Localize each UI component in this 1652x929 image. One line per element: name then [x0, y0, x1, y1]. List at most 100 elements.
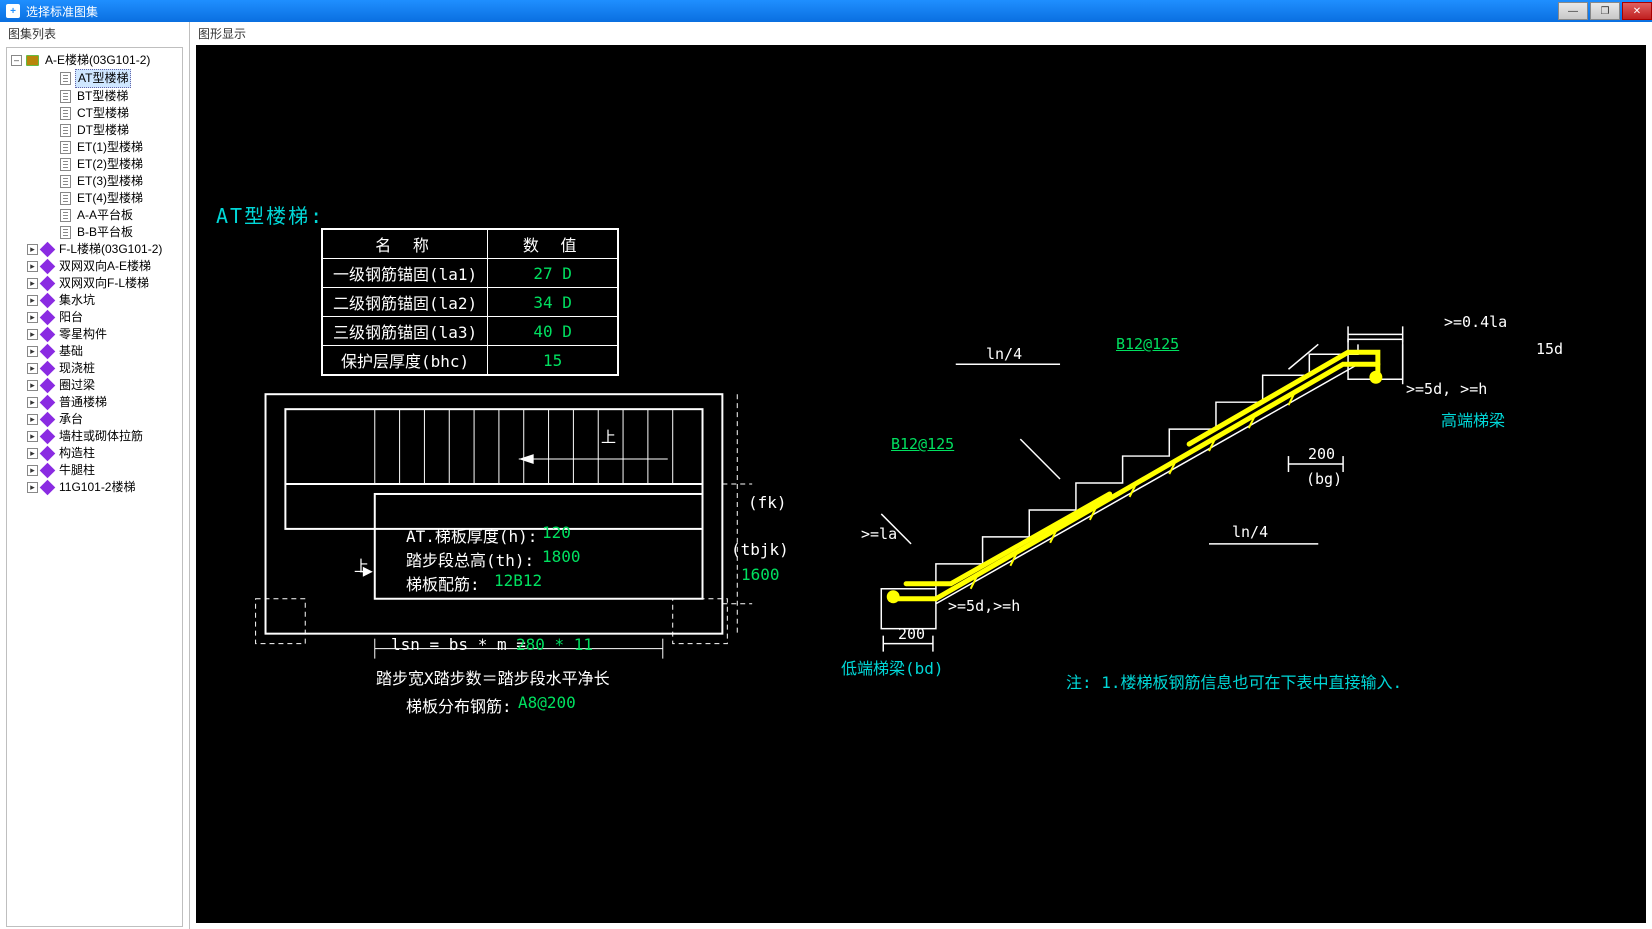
tree-spacer: [45, 142, 56, 153]
tree-item[interactable]: ▸ 圈过梁: [9, 377, 180, 394]
tree-item[interactable]: CT型楼梯: [9, 105, 180, 122]
diamond-icon: [40, 429, 56, 445]
tree-item-label: ET(4)型楼梯: [75, 190, 145, 207]
tree-spacer: [45, 73, 56, 84]
expand-icon[interactable]: ▸: [27, 346, 38, 357]
tree-item[interactable]: ▸ 集水坑: [9, 292, 180, 309]
tree-item-label: 普通楼梯: [57, 394, 109, 411]
tree-item[interactable]: AT型楼梯: [9, 69, 180, 88]
page-icon: [60, 226, 71, 239]
tree-item[interactable]: –A-E楼梯(03G101-2): [9, 52, 180, 69]
tree-item-label: 圈过梁: [57, 377, 97, 394]
plan-tbjk: (tbjk): [731, 540, 789, 559]
sec-b12l: B12@125: [891, 435, 954, 453]
minimize-button[interactable]: —: [1558, 2, 1588, 20]
tree-item-label: 双网双向A-E楼梯: [57, 258, 153, 275]
expand-icon[interactable]: ▸: [27, 363, 38, 374]
tree-item[interactable]: ▸ 现浇桩: [9, 360, 180, 377]
sec-ln4l: ln/4: [986, 345, 1022, 363]
expand-icon[interactable]: ▸: [27, 261, 38, 272]
tree-item[interactable]: ▸11G101-2楼梯: [9, 479, 180, 496]
close-button[interactable]: ✕: [1622, 2, 1652, 20]
sec-ldim: >=5d,>=h: [948, 597, 1020, 615]
tree-item-label: ET(3)型楼梯: [75, 173, 145, 190]
sec-ln4r: ln/4: [1232, 523, 1268, 541]
plan-up-label-1: 上: [601, 426, 616, 447]
diamond-icon: [40, 463, 56, 479]
diamond-icon: [40, 242, 56, 258]
tree-item[interactable]: ▸双网双向F-L楼梯: [9, 275, 180, 292]
window-title: 选择标准图集: [26, 3, 98, 20]
tree-view[interactable]: –A-E楼梯(03G101-2)AT型楼梯BT型楼梯CT型楼梯DT型楼梯ET(1…: [6, 47, 183, 927]
diamond-icon: [40, 344, 56, 360]
page-icon: [60, 158, 71, 171]
tree-item[interactable]: BT型楼梯: [9, 88, 180, 105]
expand-icon[interactable]: ▸: [27, 295, 38, 306]
plan-lsn-value: 280 * 11: [516, 635, 593, 654]
expand-icon[interactable]: ▸: [27, 448, 38, 459]
tree-item-label: A-A平台板: [75, 207, 135, 224]
tree-spacer: [45, 193, 56, 204]
page-icon: [60, 141, 71, 154]
tree-item[interactable]: ▸阳台: [9, 309, 180, 326]
tree-item-label: 现浇桩: [57, 360, 97, 377]
tree-item[interactable]: ▸ 基础: [9, 343, 180, 360]
collapse-icon[interactable]: –: [11, 55, 22, 66]
sidebar: 图集列表 –A-E楼梯(03G101-2)AT型楼梯BT型楼梯CT型楼梯DT型楼…: [0, 22, 190, 929]
plan-dist-label: 梯板分布钢筋:: [406, 693, 512, 717]
tree-item[interactable]: A-A平台板: [9, 207, 180, 224]
tree-item[interactable]: ▸ 牛腿柱: [9, 462, 180, 479]
tree-item[interactable]: ET(3)型楼梯: [9, 173, 180, 190]
cad-svg: [196, 45, 1646, 923]
tree-item[interactable]: ET(1)型楼梯: [9, 139, 180, 156]
plan-lsn-label: lsn = bs * m =: [391, 635, 526, 654]
sec-rdim: >=5d, >=h: [1406, 380, 1487, 398]
plan-th-label: 踏步段总高(th):: [406, 547, 534, 571]
expand-icon[interactable]: ▸: [27, 329, 38, 340]
expand-icon[interactable]: ▸: [27, 465, 38, 476]
diamond-icon: [40, 446, 56, 462]
tree-item[interactable]: ▸ 双网双向A-E楼梯: [9, 258, 180, 275]
sec-200r: 200: [1308, 445, 1335, 463]
tree-item-label: 牛腿柱: [57, 462, 97, 479]
expand-icon[interactable]: ▸: [27, 482, 38, 493]
diamond-icon: [40, 480, 56, 496]
tree-item[interactable]: ▸ 承台: [9, 411, 180, 428]
tree-spacer: [45, 108, 56, 119]
tree-item[interactable]: DT型楼梯: [9, 122, 180, 139]
plan-dist-value: A8@200: [518, 693, 576, 712]
tree-item-label: 承台: [57, 411, 85, 428]
sec-bg: (bg): [1306, 470, 1342, 488]
sec-top-dim: >=0.4la: [1444, 313, 1507, 331]
tree-spacer: [45, 125, 56, 136]
expand-icon[interactable]: ▸: [27, 431, 38, 442]
main-panel: 图形显示 AT型楼梯: 名 称数 值一级钢筋锚固(la1)27 D二级钢筋锚固(…: [190, 22, 1652, 929]
tree-item[interactable]: B-B平台板: [9, 224, 180, 241]
plan-up-label-2: 上: [354, 555, 369, 576]
tree-item-label: ET(2)型楼梯: [75, 156, 145, 173]
tree-spacer: [45, 159, 56, 170]
expand-icon[interactable]: ▸: [27, 397, 38, 408]
tree-item[interactable]: ▸墙柱或砌体拉筋: [9, 428, 180, 445]
tree-item[interactable]: ET(2)型楼梯: [9, 156, 180, 173]
tree-item-label: DT型楼梯: [75, 122, 131, 139]
expand-icon[interactable]: ▸: [27, 414, 38, 425]
tree-item[interactable]: ▸零星构件: [9, 326, 180, 343]
diamond-icon: [40, 327, 56, 343]
plan-tbjk-value: 1600: [741, 565, 780, 584]
page-icon: [60, 209, 71, 222]
diamond-icon: [40, 361, 56, 377]
tree-item[interactable]: ET(4)型楼梯: [9, 190, 180, 207]
sec-15d: 15d: [1536, 340, 1563, 358]
expand-icon[interactable]: ▸: [27, 380, 38, 391]
main-header: 图形显示: [190, 22, 1652, 45]
tree-item-label: 集水坑: [57, 292, 97, 309]
tree-item[interactable]: ▸ 普通楼梯: [9, 394, 180, 411]
expand-icon[interactable]: ▸: [27, 244, 38, 255]
maximize-button[interactable]: ❐: [1590, 2, 1620, 20]
expand-icon[interactable]: ▸: [27, 278, 38, 289]
tree-item-label: 基础: [57, 343, 85, 360]
tree-item[interactable]: ▸F-L楼梯(03G101-2): [9, 241, 180, 258]
tree-item[interactable]: ▸构造柱: [9, 445, 180, 462]
expand-icon[interactable]: ▸: [27, 312, 38, 323]
